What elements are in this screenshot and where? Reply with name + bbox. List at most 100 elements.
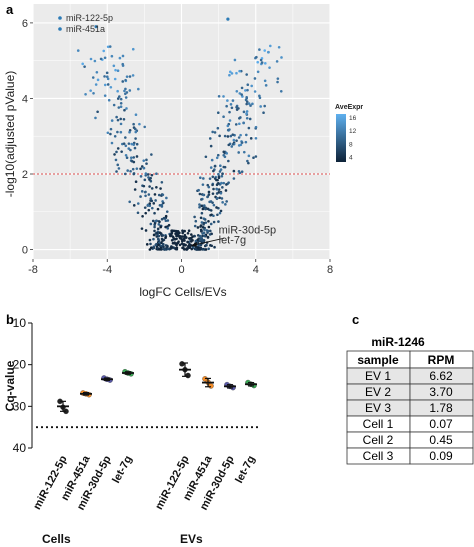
volcano-point — [245, 73, 248, 76]
volcano-point — [117, 106, 121, 109]
volcano-point — [217, 188, 221, 191]
volcano-point — [238, 69, 241, 73]
x-tick-label: 0 — [178, 264, 184, 276]
volcano-point — [139, 167, 142, 171]
volcano-point — [138, 122, 141, 126]
highlight-point-1 — [94, 25, 98, 29]
volcano-point — [209, 222, 213, 226]
table-title: miR-1246 — [371, 335, 425, 349]
volcano-point — [199, 176, 202, 179]
volcano-point — [94, 83, 98, 86]
volcano-point — [161, 242, 165, 246]
volcano-point — [146, 173, 150, 176]
volcano-point — [256, 60, 260, 64]
volcano-point — [199, 225, 202, 228]
volcano-point — [189, 236, 193, 240]
volcano-point — [134, 113, 138, 117]
volcano-point — [135, 142, 139, 146]
volcano-point — [229, 134, 233, 138]
volcano-point — [198, 192, 202, 196]
volcano-point — [198, 205, 201, 209]
volcano-point — [259, 58, 263, 62]
volcano-point — [245, 102, 248, 106]
volcano-point — [157, 193, 161, 197]
volcano-point — [125, 107, 128, 110]
volcano-point — [201, 183, 205, 186]
volcano-point — [151, 219, 155, 223]
volcano-point — [268, 66, 271, 69]
volcano-point — [118, 56, 122, 60]
volcano-point — [201, 248, 205, 251]
volcano-point — [227, 159, 230, 163]
color-scale-ticks: 16 12 8 4 — [349, 115, 357, 162]
volcano-point — [223, 155, 227, 159]
volcano-point — [166, 227, 170, 230]
volcano-point — [128, 200, 131, 204]
volcano-point — [201, 207, 205, 211]
volcano-point — [121, 80, 125, 83]
volcano-point — [218, 211, 222, 215]
volcano-point — [119, 101, 123, 105]
volcano-point — [212, 220, 216, 224]
volcano-point — [137, 87, 140, 91]
volcano-point — [180, 235, 184, 238]
volcano-point — [238, 122, 241, 126]
volcano-point — [226, 128, 230, 132]
volcano-point — [234, 123, 238, 126]
volcano-point — [276, 77, 280, 80]
volcano-point — [225, 104, 228, 108]
volcano-point — [110, 119, 114, 122]
table-cell-rpm-text: 1.78 — [429, 401, 453, 415]
volcano-point — [142, 166, 146, 170]
volcano-point — [233, 58, 237, 62]
volcano-point — [217, 94, 221, 98]
volcano-point — [194, 247, 197, 251]
volcano-point — [142, 184, 146, 188]
volcano-point — [96, 110, 99, 114]
volcano-point — [210, 158, 214, 162]
legend: miR-122-5p miR-451a — [58, 13, 113, 34]
volcano-point — [184, 243, 187, 247]
volcano-point — [267, 50, 270, 54]
volcano-point — [231, 142, 235, 146]
volcano-point — [201, 232, 204, 235]
volcano-point — [216, 111, 220, 115]
volcano-point — [185, 247, 189, 250]
volcano-point — [209, 213, 212, 217]
volcano-point — [127, 147, 131, 150]
volcano-point — [203, 207, 207, 210]
volcano-point — [216, 213, 219, 217]
volcano-point — [210, 244, 214, 248]
volcano-point — [244, 98, 248, 102]
volcano-point — [145, 158, 148, 162]
volcano-point — [264, 84, 268, 87]
volcano-point — [221, 172, 224, 176]
volcano-point — [112, 103, 116, 107]
volcano-point — [155, 185, 158, 189]
volcano-point — [207, 190, 211, 194]
volcano-point — [131, 167, 135, 171]
volcano-point — [247, 161, 250, 165]
color-scale-bar — [336, 114, 346, 162]
volcano-point — [109, 127, 113, 131]
volcano-point — [242, 121, 245, 125]
volcano-point — [123, 108, 126, 112]
volcano-point — [246, 83, 250, 86]
volcano-point — [160, 180, 164, 184]
volcano-point — [252, 156, 255, 160]
volcano-point — [200, 238, 204, 241]
volcano-point — [149, 197, 153, 200]
volcano-point — [121, 64, 125, 67]
volcano-point — [207, 193, 211, 196]
volcano-point — [83, 65, 86, 68]
color-scale-tick-label: 8 — [349, 141, 353, 148]
volcano-point — [109, 132, 112, 136]
volcano-point — [117, 167, 121, 170]
volcano-point — [217, 182, 220, 185]
volcano-point — [247, 126, 251, 130]
volcano-point — [206, 195, 209, 199]
volcano-point — [200, 198, 203, 201]
volcano-point — [106, 45, 110, 49]
volcano-point — [202, 217, 206, 220]
